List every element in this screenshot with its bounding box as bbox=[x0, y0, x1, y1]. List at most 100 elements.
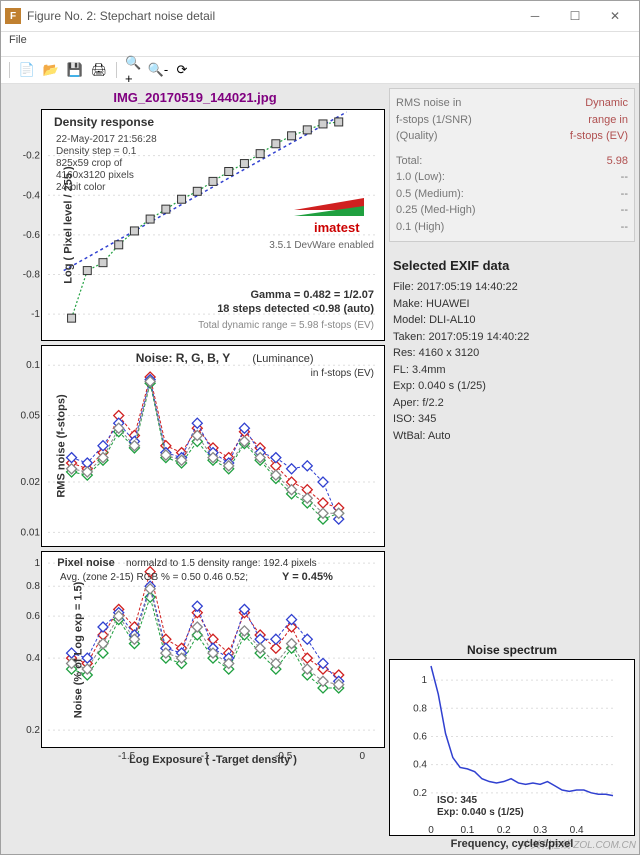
info-h2: f-stops (1/SNR) bbox=[396, 112, 570, 129]
info-row-value: 5.98 bbox=[607, 153, 628, 170]
menubar: File bbox=[1, 32, 639, 57]
info-r2: range in bbox=[570, 112, 628, 129]
svg-text:in f-stops (EV): in f-stops (EV) bbox=[311, 368, 374, 379]
titlebar: F Figure No. 2: Stepchart noise detail ─… bbox=[1, 1, 639, 32]
left-column: IMG_20170519_144021.jpg Log ( Pixel leve… bbox=[5, 88, 385, 850]
svg-text:Avg. (zone 2-15) RGB % = 0.50: Avg. (zone 2-15) RGB % = 0.50 0.46 0.52; bbox=[60, 572, 248, 583]
svg-text:1: 1 bbox=[421, 675, 427, 686]
open-icon[interactable]: 📂 bbox=[42, 61, 60, 79]
noise-spectrum-chart: 0.20.40.60.8100.10.20.30.4ISO: 345Exp: 0… bbox=[389, 659, 635, 836]
info-row-label: Total: bbox=[396, 153, 607, 170]
exif-row: Res: 4160 x 3120 bbox=[393, 345, 631, 362]
svg-text:-1: -1 bbox=[31, 309, 40, 320]
info-row-value: -- bbox=[621, 186, 628, 203]
watermark: 中关村在线 ZOL.COM.CN bbox=[520, 836, 636, 851]
svg-text:Y = 0.45%: Y = 0.45% bbox=[282, 571, 333, 583]
svg-text:Pixel noise: Pixel noise bbox=[57, 557, 114, 569]
zoom-out-icon[interactable]: 🔍- bbox=[149, 61, 167, 79]
rotate-icon[interactable]: ⟳ bbox=[173, 61, 191, 79]
zoom-in-icon[interactable]: 🔍+ bbox=[125, 61, 143, 79]
chart1-ylabel: Log ( Pixel level / 255 ) bbox=[63, 166, 75, 283]
info-row-value: -- bbox=[621, 169, 628, 186]
svg-text:0.2: 0.2 bbox=[413, 788, 427, 799]
svg-text:0.05: 0.05 bbox=[21, 411, 41, 422]
exif-panel: Selected EXIF data File: 2017:05:19 14:4… bbox=[389, 254, 635, 448]
svg-text:-0.4: -0.4 bbox=[23, 190, 41, 201]
exif-row: ISO: 345 bbox=[393, 411, 631, 428]
svg-text:1: 1 bbox=[34, 558, 40, 569]
svg-text:0.2: 0.2 bbox=[497, 825, 511, 836]
info-row-label: 1.0 (Low): bbox=[396, 169, 621, 186]
svg-text:0.1: 0.1 bbox=[26, 360, 40, 371]
svg-text:(Luminance): (Luminance) bbox=[252, 353, 313, 365]
svg-text:-1.5: -1.5 bbox=[118, 751, 136, 762]
exif-row: Taken: 2017:05:19 14:40:22 bbox=[393, 329, 631, 346]
exif-row: File: 2017:05:19 14:40:22 bbox=[393, 279, 631, 296]
svg-text:0.6: 0.6 bbox=[26, 611, 40, 622]
svg-text:0.8: 0.8 bbox=[26, 581, 40, 592]
window-title: Figure No. 2: Stepchart noise detail bbox=[27, 9, 515, 23]
exif-row: WtBal: Auto bbox=[393, 428, 631, 445]
chart3-ylabel: Noise (% of Log exp = 1.5) bbox=[72, 581, 84, 718]
toolbar: 📄 📂 💾 🖨 🔍+ 🔍- ⟳ bbox=[1, 57, 639, 84]
svg-text:0.1: 0.1 bbox=[460, 825, 474, 836]
svg-text:0.8: 0.8 bbox=[413, 703, 427, 714]
right-column: RMS noise in f-stops (1/SNR) (Quality) D… bbox=[389, 88, 635, 850]
svg-text:3.5.1 DevWare enabled: 3.5.1 DevWare enabled bbox=[269, 240, 374, 251]
svg-text:Gamma = 0.482 = 1/2.07: Gamma = 0.482 = 1/2.07 bbox=[250, 289, 374, 301]
svg-text:0.3: 0.3 bbox=[533, 825, 547, 836]
exif-title: Selected EXIF data bbox=[393, 258, 631, 273]
svg-text:0.01: 0.01 bbox=[21, 527, 41, 538]
exif-row: FL: 3.4mm bbox=[393, 362, 631, 379]
minimize-button[interactable]: ─ bbox=[515, 9, 555, 23]
svg-text:-0.6: -0.6 bbox=[23, 230, 41, 241]
svg-text:0.02: 0.02 bbox=[21, 477, 41, 488]
svg-text:Exp: 0.040 s (1/25): Exp: 0.040 s (1/25) bbox=[437, 807, 524, 818]
exif-row: Exp: 0.040 s (1/25) bbox=[393, 378, 631, 395]
svg-text:Noise: R, G, B, Y: Noise: R, G, B, Y bbox=[136, 351, 230, 365]
svg-text:Density response: Density response bbox=[54, 115, 154, 129]
dynamic-range-panel: RMS noise in f-stops (1/SNR) (Quality) D… bbox=[389, 88, 635, 242]
info-r1: Dynamic bbox=[570, 95, 628, 112]
chart4-title: Noise spectrum bbox=[389, 643, 635, 657]
info-h3: (Quality) bbox=[396, 128, 570, 145]
svg-text:0: 0 bbox=[360, 751, 366, 762]
maximize-button[interactable]: ☐ bbox=[555, 9, 595, 23]
info-row-label: 0.5 (Medium): bbox=[396, 186, 621, 203]
svg-text:0.4: 0.4 bbox=[413, 760, 427, 771]
info-row-value: -- bbox=[621, 202, 628, 219]
density-response-chart: Log ( Pixel level / 255 ) -1-0.8-0.6-0.4… bbox=[41, 109, 385, 341]
info-r3: f-stops (EV) bbox=[570, 128, 628, 145]
svg-text:-0.8: -0.8 bbox=[23, 270, 41, 281]
menu-file[interactable]: File bbox=[9, 34, 27, 46]
svg-text:0.6: 0.6 bbox=[413, 731, 427, 742]
exif-row: Make: HUAWEI bbox=[393, 296, 631, 313]
svg-text:normalzd to 1.5 density range:: normalzd to 1.5 density range: 192.4 pix… bbox=[126, 558, 317, 569]
info-row-label: 0.25 (Med-High) bbox=[396, 202, 621, 219]
svg-text:imatest: imatest bbox=[314, 220, 360, 235]
noise-spectrum-panel: Noise spectrum 0.20.40.60.8100.10.20.30.… bbox=[389, 643, 635, 850]
svg-text:18 steps detected <0.98 (auto): 18 steps detected <0.98 (auto) bbox=[217, 303, 374, 315]
page-title: IMG_20170519_144021.jpg bbox=[5, 88, 385, 109]
svg-text:22-May-2017 21:56:28: 22-May-2017 21:56:28 bbox=[56, 134, 157, 145]
svg-text:Density step = 0.1: Density step = 0.1 bbox=[56, 146, 137, 157]
svg-text:0.2: 0.2 bbox=[26, 725, 40, 736]
window: F Figure No. 2: Stepchart noise detail ─… bbox=[0, 0, 640, 855]
svg-text:0: 0 bbox=[428, 825, 434, 836]
svg-text:-0.2: -0.2 bbox=[23, 151, 41, 162]
info-h1: RMS noise in bbox=[396, 95, 570, 112]
exif-row: Aper: f/2.2 bbox=[393, 395, 631, 412]
svg-text:-0.5: -0.5 bbox=[275, 751, 293, 762]
content-area: IMG_20170519_144021.jpg Log ( Pixel leve… bbox=[1, 84, 639, 854]
svg-text:0.4: 0.4 bbox=[26, 653, 40, 664]
close-button[interactable]: ✕ bbox=[595, 9, 635, 23]
exif-row: Model: DLI-AL10 bbox=[393, 312, 631, 329]
print-icon[interactable]: 🖨 bbox=[90, 61, 108, 79]
info-row-label: 0.1 (High) bbox=[396, 219, 621, 236]
app-icon: F bbox=[5, 8, 21, 24]
new-icon[interactable]: 📄 bbox=[18, 61, 36, 79]
save-icon[interactable]: 💾 bbox=[66, 61, 84, 79]
info-row-value: -- bbox=[621, 219, 628, 236]
svg-text:-1: -1 bbox=[201, 751, 210, 762]
chart2-ylabel: RMS noise (f-stops) bbox=[56, 394, 68, 497]
